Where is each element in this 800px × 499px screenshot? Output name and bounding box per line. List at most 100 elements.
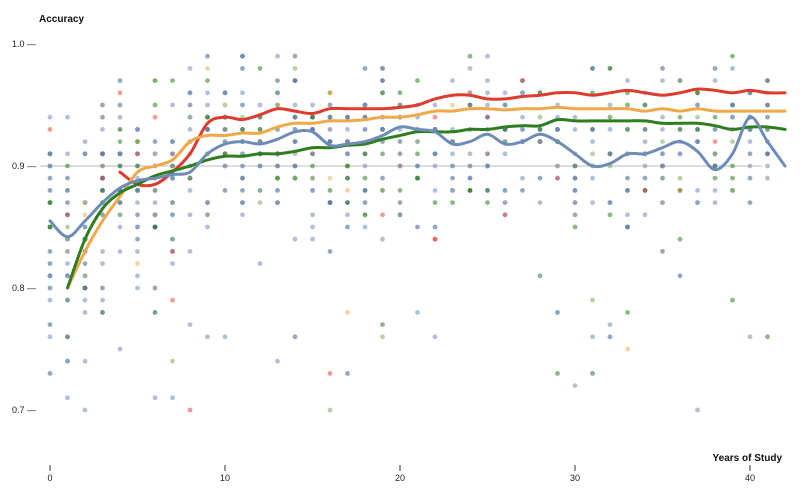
scatter-point xyxy=(327,188,333,193)
scatter-point xyxy=(292,139,298,145)
scatter-point xyxy=(205,200,210,206)
scatter-point xyxy=(100,285,105,291)
scatter-point xyxy=(187,249,193,254)
scatter-point xyxy=(327,139,333,145)
scatter-point xyxy=(310,151,315,157)
scatter-point xyxy=(327,114,333,120)
scatter-point xyxy=(677,273,683,279)
scatter-point xyxy=(117,139,123,145)
scatter-point xyxy=(117,212,123,218)
scatter-point xyxy=(240,175,245,181)
scatter-point xyxy=(275,163,280,169)
scatter-point xyxy=(292,78,298,83)
scatter-point xyxy=(415,151,420,157)
scatter-point xyxy=(240,90,245,96)
scatter-point xyxy=(677,78,683,83)
scatter-point xyxy=(170,395,175,401)
scatter-point xyxy=(345,200,350,206)
scatter-point xyxy=(205,126,210,132)
scatter-point xyxy=(82,151,88,157)
scatter-point xyxy=(135,273,140,279)
scatter-point xyxy=(660,66,665,71)
scatter-point xyxy=(135,163,140,169)
scatter-point xyxy=(292,175,298,181)
scatter-point xyxy=(345,151,350,157)
scatter-point xyxy=(625,188,630,193)
scatter-point xyxy=(765,114,770,120)
scatter-point xyxy=(450,163,455,169)
scatter-point xyxy=(170,102,175,108)
scatter-point xyxy=(695,188,700,193)
scatter-point xyxy=(345,163,350,169)
scatter-point xyxy=(415,224,420,230)
scatter-point xyxy=(520,188,525,193)
scatter-point xyxy=(485,151,490,157)
scatter-point xyxy=(100,188,105,193)
scatter-point xyxy=(380,212,385,218)
scatter-point xyxy=(730,139,735,145)
scatter-point xyxy=(432,114,438,120)
scatter-point xyxy=(240,102,245,108)
scatter-point xyxy=(362,163,368,169)
scatter-point xyxy=(660,114,665,120)
scatter-point xyxy=(47,261,53,266)
scatter-point xyxy=(712,175,718,181)
scatter-point xyxy=(117,114,123,120)
scatter-point xyxy=(345,175,350,181)
scatter-point xyxy=(117,163,123,169)
scatter-point xyxy=(642,175,648,181)
scatter-point xyxy=(275,358,280,364)
scatter-point xyxy=(642,126,648,132)
scatter-point xyxy=(100,261,105,266)
scatter-point xyxy=(467,66,473,71)
scatter-point xyxy=(100,310,105,315)
scatter-point xyxy=(240,163,245,169)
scatter-point xyxy=(765,163,770,169)
scatter-point xyxy=(590,334,595,340)
scatter-point xyxy=(537,114,543,120)
scatter-point xyxy=(82,310,88,315)
scatter-point xyxy=(747,334,753,340)
scatter-point xyxy=(257,261,263,266)
scatter-point xyxy=(537,200,543,206)
scatter-point xyxy=(432,163,438,169)
scatter-point xyxy=(152,200,158,206)
scatter-point xyxy=(100,163,105,169)
scatter-point xyxy=(450,102,455,108)
scatter-point xyxy=(275,90,280,96)
scatter-point xyxy=(625,126,630,132)
scatter-point xyxy=(572,126,578,132)
scatter-point xyxy=(100,175,105,181)
scatter-point xyxy=(240,53,245,59)
scatter-point xyxy=(607,126,613,132)
scatter-point xyxy=(292,53,298,59)
scatter-point xyxy=(555,163,560,169)
scatter-point xyxy=(415,139,420,145)
scatter-point xyxy=(47,371,53,376)
scatter-point xyxy=(47,249,53,254)
scatter-point xyxy=(205,334,210,340)
scatter-point xyxy=(502,151,508,157)
scatter-point xyxy=(257,102,263,108)
scatter-point xyxy=(187,90,193,96)
scatter-point xyxy=(47,163,53,169)
scatter-point xyxy=(257,188,263,193)
scatter-point xyxy=(135,224,140,230)
scatter-point xyxy=(520,90,525,96)
scatter-point xyxy=(747,175,753,181)
scatter-point xyxy=(135,188,140,193)
x-tick-label: 10 xyxy=(220,473,230,483)
scatter-point xyxy=(65,249,70,254)
scatter-point xyxy=(222,102,228,108)
scatter-point xyxy=(65,151,70,157)
x-tick-label: 0 xyxy=(47,473,52,483)
scatter-point xyxy=(607,200,613,206)
scatter-point xyxy=(310,236,315,242)
scatter-point xyxy=(590,126,595,132)
scatter-point xyxy=(240,200,245,206)
scatter-point xyxy=(292,163,298,169)
scatter-point xyxy=(660,78,665,83)
scatter-point xyxy=(660,163,665,169)
scatter-point xyxy=(327,200,333,206)
scatter-point xyxy=(380,78,385,83)
